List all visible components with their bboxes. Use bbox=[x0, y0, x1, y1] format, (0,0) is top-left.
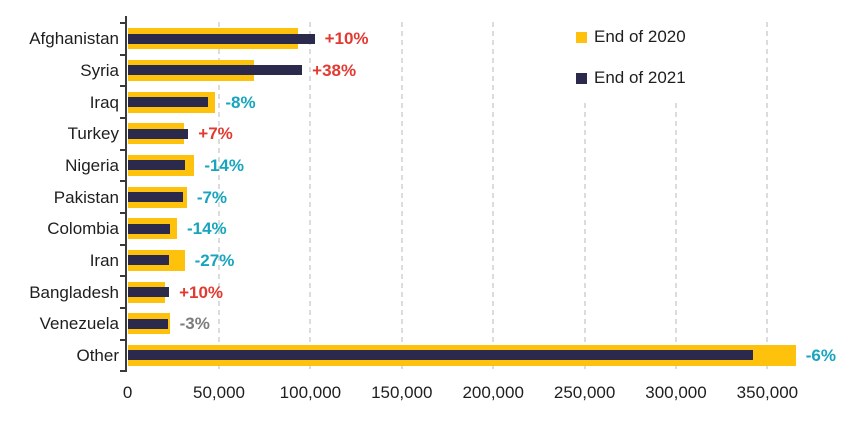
x-axis-label-250000: 250,000 bbox=[553, 383, 616, 402]
change-label-syria: +38% bbox=[312, 60, 357, 80]
change-label-turkey: +7% bbox=[198, 124, 233, 144]
x-axis-label-300000: 300,000 bbox=[645, 383, 707, 402]
change-label-nigeria: -14% bbox=[204, 155, 244, 175]
legend-swatch-2020-icon bbox=[576, 31, 587, 43]
change-label-iraq: -8% bbox=[225, 92, 256, 112]
bar-2021-nigeria bbox=[127, 160, 185, 171]
change-label-other: -6% bbox=[805, 345, 836, 365]
x-axis-label-100000: 100,000 bbox=[279, 383, 342, 402]
legend-swatch-2021-icon bbox=[576, 72, 587, 84]
bar-2021-venezuela bbox=[127, 318, 169, 329]
gridline-100000 bbox=[309, 22, 312, 371]
gridline-300000 bbox=[675, 22, 677, 371]
bar-2021-colombia bbox=[127, 223, 170, 234]
gridline-350000 bbox=[766, 22, 769, 371]
y-axis-tick bbox=[120, 243, 127, 246]
legend-item-end-of-2021: End of 2021 bbox=[576, 68, 686, 88]
bar-2021-turkey bbox=[127, 128, 189, 139]
legend: End of 2020 End of 2021 bbox=[561, 14, 706, 102]
y-axis-tick bbox=[120, 148, 127, 151]
x-axis-label-150000: 150,000 bbox=[371, 383, 433, 402]
gridline-200000 bbox=[492, 22, 495, 371]
change-label-colombia: -14% bbox=[186, 219, 227, 239]
category-label-bangladesh: Bangladesh bbox=[29, 282, 119, 302]
category-label-other: Other bbox=[76, 345, 119, 365]
gridline-250000 bbox=[583, 22, 586, 371]
bar-2021-iran bbox=[127, 255, 170, 266]
y-axis-tick bbox=[120, 180, 127, 183]
category-label-afghanistan: Afghanistan bbox=[29, 29, 119, 49]
legend-label-2021: End of 2021 bbox=[594, 68, 686, 87]
category-label-venezuela: Venezuela bbox=[39, 314, 119, 334]
x-axis-label-350000: 350,000 bbox=[736, 383, 799, 402]
bar-2021-afghanistan bbox=[127, 33, 315, 44]
y-axis-line bbox=[125, 16, 127, 371]
change-label-afghanistan: +10% bbox=[324, 29, 369, 49]
change-label-venezuela: -3% bbox=[179, 314, 210, 334]
category-label-syria: Syria bbox=[80, 60, 119, 80]
bar-2021-iraq bbox=[127, 97, 209, 108]
gridline-50000 bbox=[218, 22, 220, 371]
y-axis-tick bbox=[120, 275, 127, 278]
category-label-pakistan: Pakistan bbox=[53, 187, 119, 207]
y-axis-tick bbox=[120, 306, 127, 309]
y-axis-tick bbox=[120, 22, 127, 24]
legend-label-2020: End of 2020 bbox=[594, 27, 686, 46]
y-axis-tick bbox=[120, 370, 127, 373]
x-axis-label-200000: 200,000 bbox=[462, 383, 524, 402]
change-label-pakistan: -7% bbox=[196, 187, 228, 207]
bar-2021-other bbox=[127, 350, 753, 361]
category-label-iran: Iran bbox=[89, 250, 119, 270]
category-label-turkey: Turkey bbox=[67, 124, 119, 144]
legend-item-end-of-2020: End of 2020 bbox=[576, 27, 686, 47]
gridline-150000 bbox=[400, 22, 403, 371]
y-axis-tick bbox=[120, 85, 127, 88]
bar-2021-bangladesh bbox=[127, 287, 170, 298]
change-label-bangladesh: +10% bbox=[179, 282, 224, 302]
category-label-iraq: Iraq bbox=[89, 92, 119, 112]
y-axis-tick bbox=[120, 338, 127, 341]
category-label-colombia: Colombia bbox=[47, 219, 119, 239]
y-axis-tick bbox=[120, 211, 127, 214]
y-axis-tick bbox=[120, 53, 127, 56]
bar-2021-syria bbox=[127, 65, 303, 76]
x-axis-label-0: 0 bbox=[122, 383, 133, 402]
change-label-iran: -27% bbox=[194, 250, 235, 270]
bar-2021-pakistan bbox=[127, 192, 183, 203]
y-axis-tick bbox=[120, 116, 127, 119]
category-label-nigeria: Nigeria bbox=[65, 155, 119, 175]
x-axis-label-50000: 50,000 bbox=[193, 383, 245, 402]
